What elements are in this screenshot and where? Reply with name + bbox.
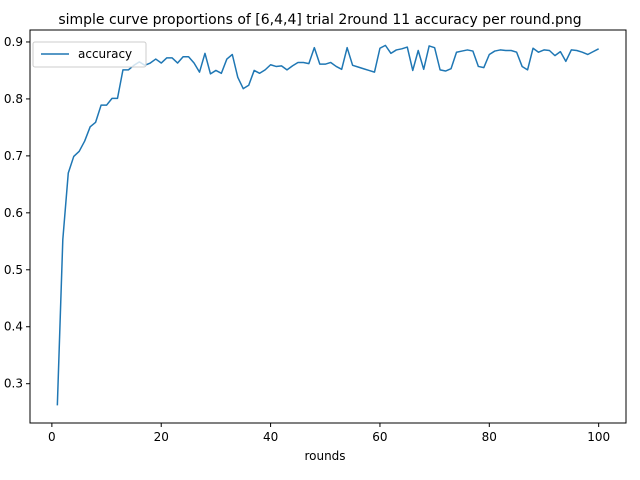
plot-frame — [29, 29, 627, 424]
chart-title: simple curve proportions of [6,4,4] tria… — [58, 12, 581, 28]
x-tick-label: 0 — [48, 430, 56, 444]
x-tick-label: 100 — [587, 430, 610, 444]
x-axis-ticks: 0 20 40 60 80 100 — [48, 423, 610, 444]
y-tick-label: 0.7 — [4, 149, 23, 163]
legend-label-accuracy: accuracy — [78, 47, 132, 61]
x-axis-label: rounds — [304, 449, 345, 463]
y-tick-label: 0.8 — [4, 92, 23, 106]
legend: accuracy — [32, 41, 147, 68]
x-tick-label: 40 — [263, 430, 278, 444]
x-tick-label: 80 — [482, 430, 497, 444]
series-layer — [56, 44, 600, 406]
legend-box — [32, 41, 147, 68]
y-tick-label: 0.3 — [4, 377, 23, 391]
y-axis-ticks: 0.3 0.4 0.5 0.6 0.7 0.8 0.9 — [4, 35, 30, 391]
y-tick-label: 0.4 — [4, 320, 23, 334]
x-tick-label: 20 — [154, 430, 169, 444]
y-tick-label: 0.9 — [4, 35, 23, 49]
series-line-accuracy — [56, 44, 600, 406]
y-tick-label: 0.5 — [4, 263, 23, 277]
x-tick-label: 60 — [372, 430, 387, 444]
y-tick-label: 0.6 — [4, 206, 23, 220]
